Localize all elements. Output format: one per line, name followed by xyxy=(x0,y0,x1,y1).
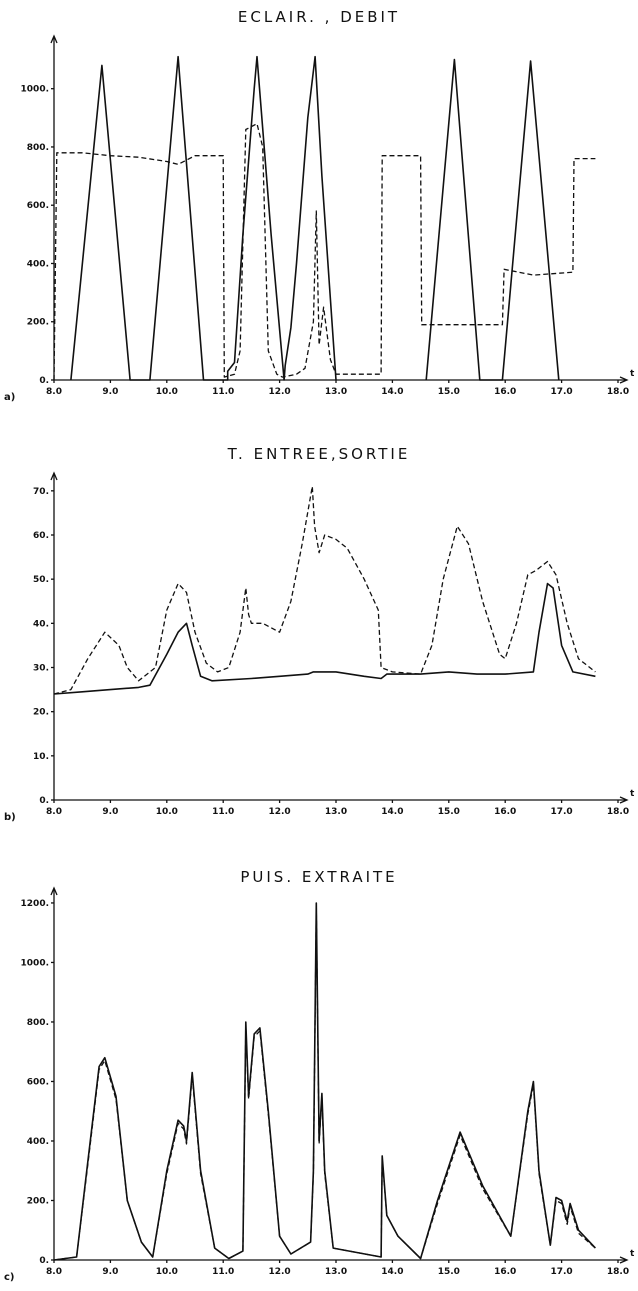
x-tick-label: 15.0 xyxy=(438,807,460,817)
series-line-2 xyxy=(53,485,596,695)
x-tick-label: 10.0 xyxy=(156,1267,178,1277)
y-tick-label: 40. xyxy=(33,619,49,629)
x-tick-label: 16.0 xyxy=(494,1267,516,1277)
x-axis-label: t xyxy=(630,789,635,799)
x-tick-label: 8.0 xyxy=(46,1267,62,1277)
chart-panel-c: PUIS. EXTRAITE 8.0 9.0 10.0 11.0 12.0 13.0 14.… xyxy=(0,840,638,1291)
y-tick-label: 1200. xyxy=(21,899,49,909)
x-tick-label: 11.0 xyxy=(212,387,234,397)
series-line-1 xyxy=(53,902,596,1261)
series-line-2 xyxy=(53,908,596,1261)
y-tick-label: 20. xyxy=(33,708,49,718)
x-tick-label: 8.0 xyxy=(46,807,62,817)
chart-svg-b: 8.0 9.0 10.0 11.0 12.0 13.0 14.0 15.0 16.0 17.0 18… xyxy=(4,471,635,823)
y-tick-label: 70. xyxy=(33,487,49,497)
x-tick-label: 13.0 xyxy=(325,807,347,817)
chart-title: PUIS. EXTRAITE xyxy=(240,868,398,886)
series-line-1 xyxy=(70,55,337,381)
y-axis-arrow xyxy=(50,34,58,44)
x-axis-label: t xyxy=(630,369,635,379)
x-tick-label: 12.0 xyxy=(268,387,290,397)
y-tick-label: 400. xyxy=(27,1137,49,1147)
x-tick-label: 13.0 xyxy=(325,387,347,397)
y-tick-label: 800. xyxy=(27,143,49,153)
series-line-1 xyxy=(53,582,596,695)
x-tick-label: 9.0 xyxy=(102,387,118,397)
y-tick-label: 60. xyxy=(33,531,49,541)
x-tick-label: 10.0 xyxy=(156,387,178,397)
y-tick-label: 200. xyxy=(27,1196,49,1206)
chart-svg-a: 8.0 9.0 10.0 11.0 12.0 13.0 14.0 15.0 16.0 17.0 18… xyxy=(4,34,635,403)
chart-panel-b: T. ENTREE,SORTIE 8.0 9.0 10.0 11.0 12.0 13.0 1… xyxy=(0,420,638,830)
x-axis-arrow xyxy=(619,376,629,384)
chart-svg-c: 8.0 9.0 10.0 11.0 12.0 13.0 14.0 15.0 16.0 17.0 18… xyxy=(4,886,635,1283)
y-tick-label: 600. xyxy=(27,1077,49,1087)
x-tick-label: 15.0 xyxy=(438,387,460,397)
y-tick-label: 600. xyxy=(27,201,49,211)
x-tick-label: 16.0 xyxy=(494,387,516,397)
chart-title: ECLAIR. , DEBIT xyxy=(237,8,401,26)
panel-label: c) xyxy=(4,1272,15,1283)
x-tick-label: 17.0 xyxy=(550,1267,572,1277)
y-tick-label: 10. xyxy=(33,752,49,762)
y-tick-label: 400. xyxy=(27,259,49,269)
y-tick-label: 1000. xyxy=(21,85,49,95)
y-tick-label: 800. xyxy=(27,1018,49,1028)
x-tick-label: 17.0 xyxy=(550,387,572,397)
y-axis-arrow xyxy=(50,471,58,481)
x-tick-label: 17.0 xyxy=(550,807,572,817)
y-tick-label: 50. xyxy=(33,575,49,585)
x-tick-label: 13.0 xyxy=(325,1267,347,1277)
chart-panel-a: ECLAIR. , DEBIT 8.0 9.0 10.0 11.0 12.0 13.0 14… xyxy=(0,0,638,410)
x-tick-label: 18.0 xyxy=(607,807,629,817)
y-tick-label: 0. xyxy=(39,376,49,386)
x-tick-label: 18.0 xyxy=(607,387,629,397)
x-tick-label: 9.0 xyxy=(102,807,118,817)
x-tick-label: 16.0 xyxy=(494,807,516,817)
x-tick-label: 9.0 xyxy=(102,1267,118,1277)
x-tick-label: 11.0 xyxy=(212,1267,234,1277)
x-tick-label: 11.0 xyxy=(212,807,234,817)
series-line-2 xyxy=(425,58,560,381)
x-tick-label: 18.0 xyxy=(607,1267,629,1277)
y-tick-label: 200. xyxy=(27,318,49,328)
y-tick-label: 30. xyxy=(33,664,49,674)
x-axis-arrow xyxy=(619,1256,629,1264)
y-axis-arrow xyxy=(50,886,58,896)
panel-label: b) xyxy=(4,812,16,823)
x-axis-arrow xyxy=(619,796,629,804)
x-tick-label: 10.0 xyxy=(156,807,178,817)
x-tick-label: 14.0 xyxy=(381,1267,403,1277)
x-axis-label: t xyxy=(630,1249,635,1259)
y-tick-label: 0. xyxy=(39,796,49,806)
panel-label: a) xyxy=(4,392,15,403)
x-tick-label: 15.0 xyxy=(438,1267,460,1277)
x-tick-label: 8.0 xyxy=(46,387,62,397)
chart-title: T. ENTREE,SORTIE xyxy=(227,445,411,463)
x-tick-label: 12.0 xyxy=(268,807,290,817)
series-line-3 xyxy=(53,123,596,381)
y-tick-label: 1000. xyxy=(21,958,49,968)
y-tick-label: 0. xyxy=(39,1256,49,1266)
x-tick-label: 14.0 xyxy=(381,807,403,817)
x-tick-label: 14.0 xyxy=(381,387,403,397)
x-tick-label: 12.0 xyxy=(268,1267,290,1277)
